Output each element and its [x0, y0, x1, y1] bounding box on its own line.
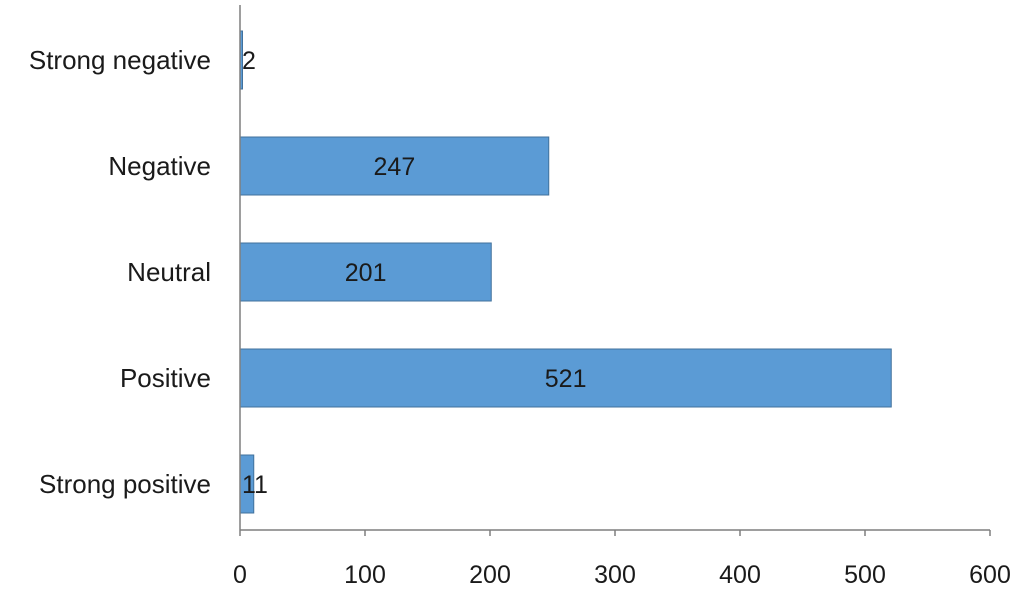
- category-labels-group: Strong negative Negative Neutral Positive St…: [29, 45, 211, 499]
- bar-negative: [239, 136, 550, 196]
- bars-group: [239, 30, 892, 514]
- axes-group: [239, 5, 991, 536]
- data-labels-group: 2 247 201 521 11: [242, 47, 586, 499]
- category-label-strong-negative: Strong negative: [29, 45, 211, 75]
- x-tick-label: 0: [233, 561, 247, 589]
- bar-neutral: [239, 242, 492, 302]
- x-tick-label: 400: [719, 561, 761, 589]
- x-tick-labels-group: 0 100 200 300 400 500 600: [233, 561, 1011, 589]
- x-tick-label: 600: [969, 561, 1011, 589]
- category-label-positive: Positive: [120, 363, 211, 393]
- data-label-negative: 247: [374, 153, 416, 181]
- data-label-strong-positive: 11: [242, 471, 268, 499]
- data-label-strong-negative: 2: [242, 47, 256, 75]
- category-label-strong-positive: Strong positive: [39, 469, 211, 499]
- data-label-positive: 521: [545, 365, 587, 393]
- category-label-negative: Negative: [108, 151, 211, 181]
- x-tick-label: 300: [594, 561, 636, 589]
- x-tick-label: 100: [344, 561, 386, 589]
- x-tick-label: 200: [469, 561, 511, 589]
- x-tick-label: 500: [844, 561, 886, 589]
- category-label-neutral: Neutral: [127, 257, 211, 287]
- data-label-neutral: 201: [345, 259, 387, 287]
